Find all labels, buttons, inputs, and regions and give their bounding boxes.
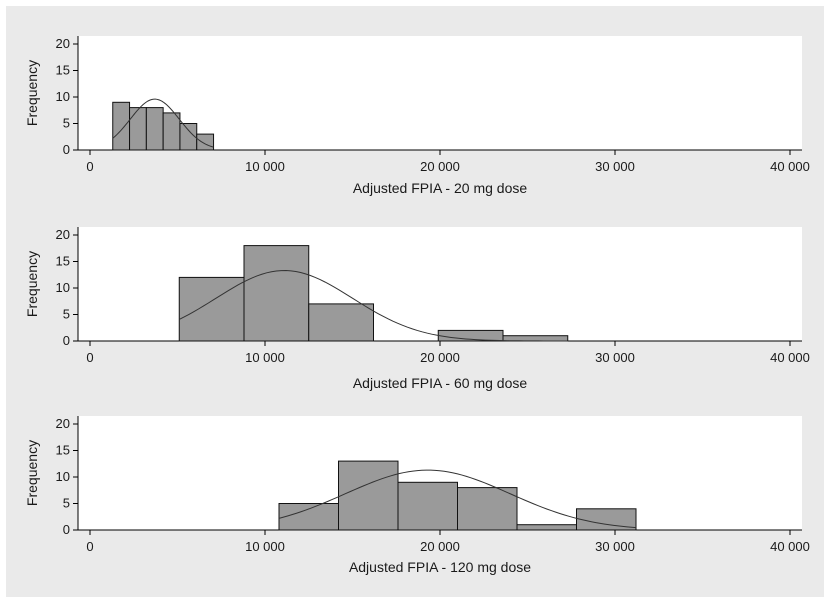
y-axis-label: Frequency xyxy=(24,60,40,126)
histogram-bar xyxy=(516,524,577,531)
y-tick-label: 15 xyxy=(56,63,70,78)
x-tick-label: 20 000 xyxy=(420,159,460,174)
y-tick-label: 20 xyxy=(56,36,70,51)
y-axis-label: Frequency xyxy=(24,251,40,317)
histogram-bar xyxy=(308,303,374,342)
histogram-bar xyxy=(112,101,131,151)
normal-density-curve xyxy=(278,469,637,529)
x-tick-label: 10 000 xyxy=(245,539,285,554)
y-tick-label: 15 xyxy=(56,443,70,458)
x-axis-label: Adjusted FPIA - 60 mg dose xyxy=(353,375,528,391)
x-tick-label: 30 000 xyxy=(595,539,635,554)
histogram-bar xyxy=(457,487,518,531)
histogram-bar xyxy=(397,481,458,531)
normal-density-curve xyxy=(112,98,214,148)
histogram-bar xyxy=(502,335,569,342)
x-tick-label: 10 000 xyxy=(245,350,285,365)
y-tick-label: 15 xyxy=(56,254,70,269)
x-tick-label: 20 000 xyxy=(420,539,460,554)
x-tick-label: 40 000 xyxy=(770,539,810,554)
x-tick-label: 0 xyxy=(86,159,93,174)
histogram-bar xyxy=(576,508,637,531)
x-axis-label: Adjusted FPIA - 20 mg dose xyxy=(353,180,528,196)
figure-background: 0 5 10 15 20 0 10 000 20 000 30 000 40 000 Adjuste… xyxy=(6,6,824,597)
y-tick-label: 10 xyxy=(56,469,70,484)
x-tick-label: 30 000 xyxy=(595,350,635,365)
histogram-bar xyxy=(278,503,339,531)
normal-density-curve xyxy=(179,270,568,342)
y-tick-label: 5 xyxy=(63,116,70,131)
histogram-bar xyxy=(338,460,399,531)
y-tick-label: 0 xyxy=(63,333,70,348)
histogram-bar xyxy=(145,107,164,151)
histogram-bar xyxy=(243,245,310,342)
x-axis-label: Adjusted FPIA - 120 mg dose xyxy=(349,559,531,575)
y-tick-label: 10 xyxy=(56,280,70,295)
histogram-bar xyxy=(162,112,181,151)
y-tick-label: 0 xyxy=(63,142,70,157)
histogram-bar xyxy=(196,133,215,151)
y-tick-label: 5 xyxy=(63,307,70,322)
x-tick-label: 30 000 xyxy=(595,159,635,174)
histogram-bar xyxy=(129,107,147,151)
x-tick-label: 40 000 xyxy=(770,159,810,174)
x-tick-label: 0 xyxy=(86,539,93,554)
y-tick-label: 0 xyxy=(63,522,70,537)
x-tick-label: 20 000 xyxy=(420,350,460,365)
y-tick-label: 20 xyxy=(56,416,70,431)
y-tick-label: 10 xyxy=(56,89,70,104)
y-tick-label: 20 xyxy=(56,227,70,242)
y-tick-label: 5 xyxy=(63,496,70,511)
x-tick-label: 40 000 xyxy=(770,350,810,365)
plot-area-1 xyxy=(78,36,802,150)
x-tick-label: 10 000 xyxy=(245,159,285,174)
y-axis-label: Frequency xyxy=(24,440,40,506)
x-tick-label: 0 xyxy=(86,350,93,365)
